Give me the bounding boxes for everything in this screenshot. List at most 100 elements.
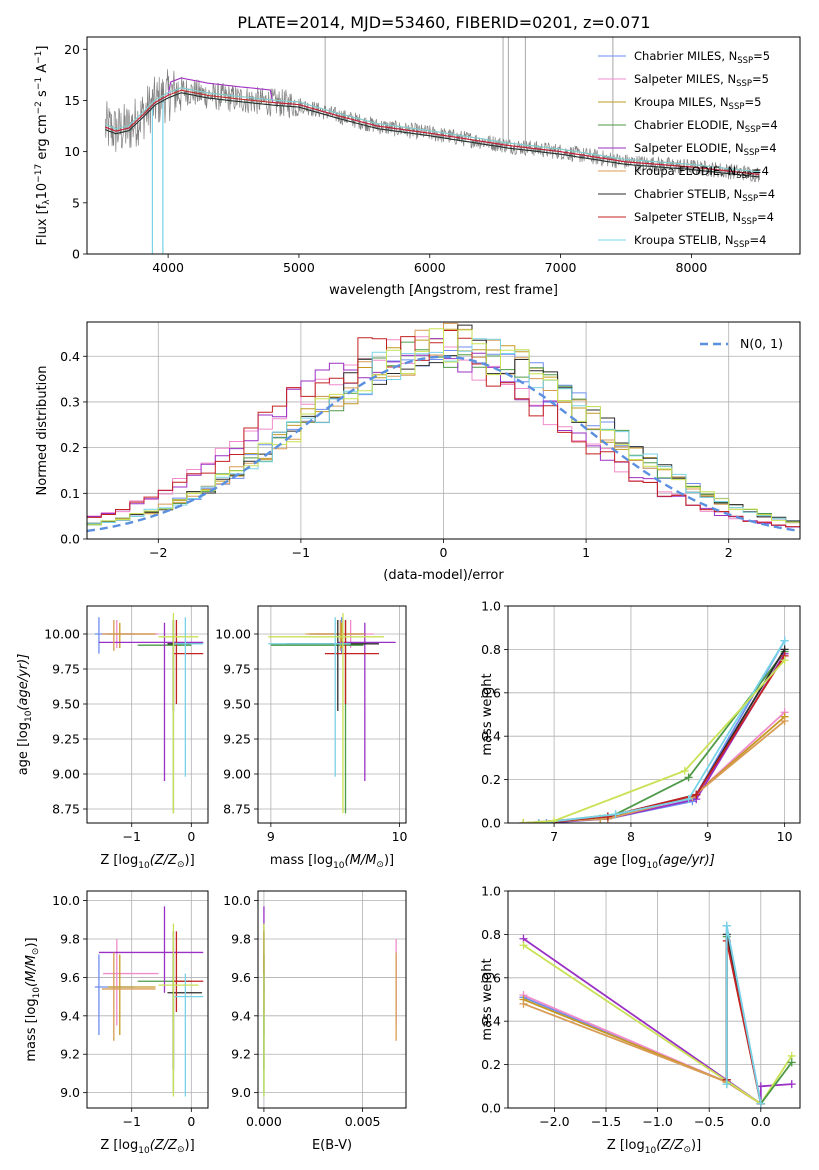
x-tick-label: 0.0 [751,1114,771,1129]
y-axis-label: mass weight [480,673,495,755]
legend-entry: Salpeter ELODIE, NSSP=4 [634,141,777,158]
x-axis-label: E(B-V) [312,1138,352,1153]
label-part: ⊙ [31,948,41,956]
weight-line [538,655,786,823]
x-axis-label: (data-model)/error [383,568,504,583]
x-axis-label: Z [log10(Z/Z⊙)] [100,853,194,871]
label-part: A [35,64,50,77]
y-tick-label: 20 [64,42,80,57]
normal-curve [87,355,800,533]
label-part: =4 [757,210,774,224]
x-axis-label: wavelength [Angstrom, rest frame] [329,283,558,298]
y-tick-label: 9.6 [231,970,251,985]
label-part: 10 [646,861,658,871]
weight-marker [722,1080,731,1089]
x-tick-label: 9 [704,829,712,844]
label-part: =4 [749,233,766,247]
label-part: (Z/Z [656,1138,684,1153]
y-tick-label: 1.0 [481,884,501,899]
model-spectrum [105,92,760,178]
y-tick-label: 0.2 [60,440,80,455]
label-part: mass [log [24,998,39,1061]
y-tick-label: 0.4 [60,349,80,364]
label-part: λ [42,199,52,205]
label-part: )] [384,853,394,868]
y-tick-label: 0.0 [481,816,501,831]
label-part: ⊙ [376,860,384,870]
x-tick-label: 6000 [414,260,446,275]
plot-area [104,37,760,254]
label-part: SSP [736,171,752,181]
y-tick-label: 0.6 [481,970,501,985]
y-tick-label: 8.75 [223,802,251,817]
label-part: age [log [593,853,646,868]
legend-entry: Kroupa MILES, NSSP=5 [634,95,761,112]
label-part: Salpeter ELODIE, N [634,141,744,155]
weight-line [546,640,786,823]
label-part: SSP [734,240,750,250]
axes-frame [86,321,801,540]
x-tick-label: 10 [392,829,408,844]
label-part: =4 [761,118,778,132]
y-tick-label: 9.00 [52,767,80,782]
y-tick-label: 0.4 [481,1014,501,1029]
label-part: (Z/Z [150,853,178,868]
axes-frame [86,890,209,1109]
weight-line [523,1002,762,1105]
label-part: )] [185,1138,195,1153]
x-tick-label: −1 [122,829,140,844]
x-tick-label: 1 [582,545,590,560]
label-part: SSP [745,125,761,135]
label-part: Kroupa ELODIE, N [634,164,736,178]
weight-marker [756,1099,765,1108]
weight-marker [684,773,693,782]
y-tick-label: 10.0 [52,893,80,908]
weight-marker [780,636,789,645]
y-tick-label: 0.8 [481,927,501,942]
label-part: )] [185,853,195,868]
plot-area [519,921,796,1108]
weight-marker [684,795,693,804]
label-part: (age/yr)] [16,654,31,711]
y-tick-label: 9.75 [223,662,251,677]
weight-marker [787,1058,796,1067]
label-part: Chabrier STELIB, N [634,187,742,201]
x-tick-label: −2 [149,545,167,560]
y-tick-label: 8.75 [52,802,80,817]
label-part: (age/yr)] [658,853,715,868]
x-axis-label: mass [log10(M/M⊙)] [270,853,394,871]
label-part: (Z/Z [150,1138,178,1153]
y-axis-label: Normed distribution [35,366,50,496]
label-part: 10 [645,1146,657,1156]
axes-frame [257,605,407,824]
y-tick-label: 0 [72,247,80,262]
y-tick-label: 9.6 [60,970,80,985]
legend-entry: Chabrier STELIB, NSSP=4 [634,187,775,204]
label-part: =4 [752,164,769,178]
label-part: )] [24,937,39,947]
y-tick-label: 9.2 [60,1047,80,1062]
label-part: Z [log [607,1138,645,1153]
y-tick-label: 9.8 [231,932,251,947]
y-tick-label: 0.0 [481,1101,501,1116]
label-part: SSP [744,148,760,158]
figure-title: PLATE=2014, MJD=53460, FIBERID=0201, z=0… [237,13,650,32]
x-tick-label: 7000 [545,260,577,275]
weight-marker [780,656,789,665]
plot-area [268,613,396,814]
weight-marker [780,717,789,726]
legend-entry: Kroupa ELODIE, NSSP=4 [634,164,769,181]
model-spectrum [105,89,760,175]
label-part: 10 [24,710,34,722]
label-part: SSP [742,194,758,204]
plot-area [94,906,204,1097]
y-tick-label: 5 [72,195,80,210]
axes-frame [507,890,801,1109]
y-tick-label: 10.00 [215,627,251,642]
label-part: =5 [744,95,761,109]
y-axis-label: Flux [fλ10−17 erg cm−2 s−1 A−1] [34,46,52,246]
label-part: Kroupa STELIB, N [634,233,734,247]
label-part: (M/M [345,853,377,868]
